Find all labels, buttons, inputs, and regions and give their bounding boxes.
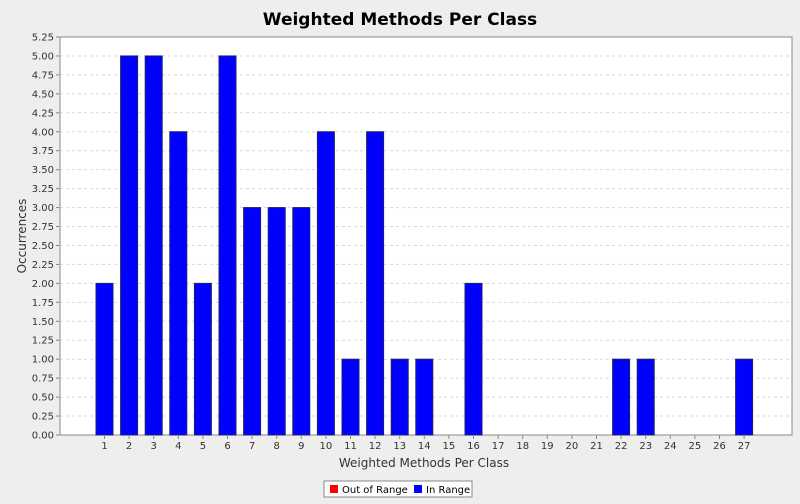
y-tick-label: 2.75 — [32, 222, 54, 233]
x-tick-label: 18 — [516, 441, 529, 452]
bar-12 — [366, 131, 385, 436]
y-tick-label: 4.25 — [32, 108, 54, 119]
x-tick-label: 20 — [566, 441, 579, 452]
x-tick-label: 13 — [393, 441, 406, 452]
bar-11 — [341, 358, 360, 436]
y-tick-label: 1.50 — [32, 317, 54, 328]
chart-title: Weighted Methods Per Class — [263, 10, 537, 30]
y-tick-label: 1.75 — [32, 298, 54, 309]
bar-8 — [267, 207, 286, 436]
bar-4 — [169, 131, 188, 436]
y-tick-label: 3.25 — [32, 184, 54, 195]
bar-2 — [120, 55, 139, 436]
x-tick-label: 26 — [713, 441, 726, 452]
x-tick-label: 25 — [689, 441, 702, 452]
x-tick-label: 8 — [274, 441, 280, 452]
x-tick-label: 24 — [664, 441, 677, 452]
bars — [95, 55, 754, 436]
x-tick-label: 14 — [418, 441, 431, 452]
x-tick-label: 7 — [249, 441, 255, 452]
y-tick-label: 4.50 — [32, 89, 54, 100]
y-tick-label: 3.50 — [32, 165, 54, 176]
bar-1 — [95, 282, 114, 436]
legend-swatch — [330, 485, 338, 493]
y-tick-label: 3.75 — [32, 146, 54, 157]
y-tick-label: 2.00 — [32, 279, 54, 290]
y-tick-label: 1.25 — [32, 336, 54, 347]
legend: Out of Range In Range — [323, 480, 473, 498]
x-tick-label: 11 — [344, 441, 357, 452]
bar-3 — [144, 55, 163, 436]
x-tick-label: 27 — [738, 441, 751, 452]
bar-14 — [415, 358, 434, 436]
x-tick-label: 1 — [101, 441, 107, 452]
x-tick-label: 17 — [492, 441, 505, 452]
y-tick-label: 0.00 — [32, 431, 54, 442]
y-tick-label: 0.25 — [32, 412, 54, 423]
x-tick-label: 3 — [151, 441, 157, 452]
bar-10 — [316, 131, 335, 436]
x-tick-label: 15 — [443, 441, 456, 452]
x-tick-label: 23 — [639, 441, 652, 452]
bar-22 — [612, 358, 631, 436]
y-tick-label: 0.75 — [32, 374, 54, 385]
y-axis-label: Occurrences — [15, 199, 29, 274]
x-tick-label: 6 — [224, 441, 230, 452]
bar-7 — [243, 207, 262, 436]
legend-label: Out of Range — [342, 485, 408, 496]
x-tick-label: 4 — [175, 441, 181, 452]
y-tick-label: 4.75 — [32, 70, 54, 81]
y-tick-label: 5.00 — [32, 51, 54, 62]
x-tick-label: 21 — [590, 441, 603, 452]
bar-13 — [390, 358, 409, 436]
legend-label: In Range — [426, 485, 470, 496]
x-tick-label: 22 — [615, 441, 628, 452]
legend-swatch — [414, 485, 422, 493]
bar-9 — [292, 207, 311, 436]
x-tick-label: 5 — [200, 441, 206, 452]
y-tick-label: 4.00 — [32, 127, 54, 138]
bar-27 — [735, 358, 754, 436]
bar-5 — [193, 282, 212, 436]
x-tick-label: 12 — [369, 441, 382, 452]
bar-23 — [636, 358, 655, 436]
x-tick-label: 16 — [467, 441, 480, 452]
y-tick-label: 2.25 — [32, 260, 54, 271]
x-tick-label: 9 — [298, 441, 304, 452]
y-tick-label: 5.25 — [32, 33, 54, 44]
y-tick-label: 3.00 — [32, 203, 54, 214]
y-tick-label: 0.50 — [32, 393, 54, 404]
x-axis-ticks: 1 2 3 4 5 6 7 8 9 10 11 12 13 14 15 16 17 18 19 20 21 22 23 24 2… — [101, 435, 750, 452]
bar-6 — [218, 55, 237, 436]
legend-box — [323, 480, 473, 498]
x-tick-label: 19 — [541, 441, 554, 452]
x-tick-label: 10 — [320, 441, 333, 452]
y-tick-label: 1.00 — [32, 355, 54, 366]
y-axis-ticks: 0.00 0.25 0.50 0.75 1.00 1.25 1.50 1.75 2.00 2.25… — [32, 33, 60, 442]
bar-16 — [464, 282, 483, 436]
x-tick-label: 2 — [126, 441, 132, 452]
y-tick-label: 2.50 — [32, 241, 54, 252]
x-axis-label: Weighted Methods Per Class — [339, 456, 509, 470]
